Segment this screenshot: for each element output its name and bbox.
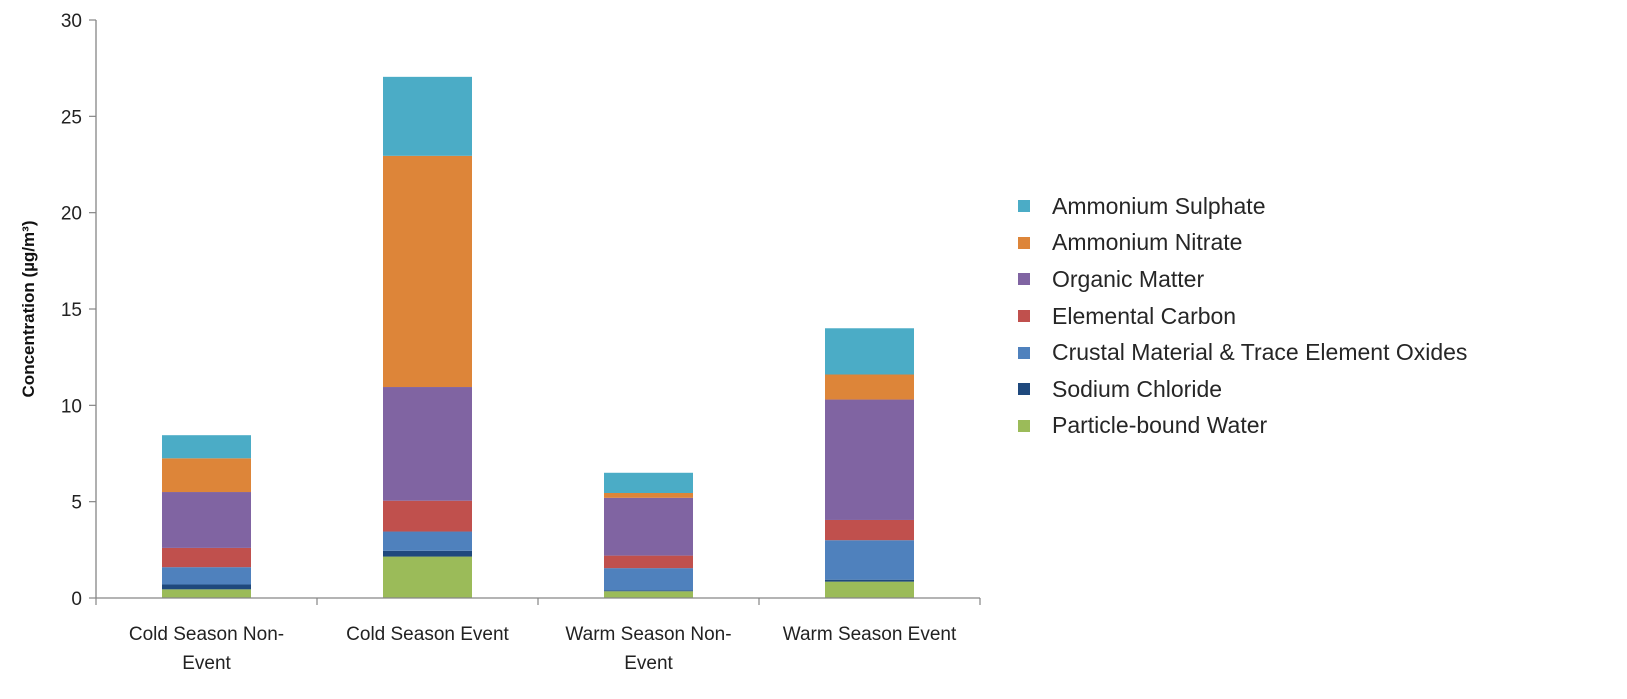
bar-segment-ammonium-nitrate: [162, 458, 251, 493]
bar-segment-particle-bound-water: [162, 589, 251, 598]
legend-item: Organic Matter: [1018, 261, 1467, 298]
x-category-label: Warm Season Non-Event: [565, 624, 731, 674]
bar-segment-ammonium-sulphate: [825, 328, 914, 375]
legend-item: Crustal Material & Trace Element Oxides: [1018, 334, 1467, 371]
axes: [95, 20, 981, 605]
bar-segment-ammonium-nitrate: [383, 155, 472, 388]
y-axis-title: Concentration (µg/m³): [19, 221, 38, 398]
legend-label: Ammonium Nitrate: [1052, 229, 1243, 256]
y-tick-label: 25: [61, 107, 82, 128]
y-tick-label: 5: [71, 493, 82, 514]
bar-segment-organic-matter: [383, 387, 472, 501]
y-tick-label: 30: [61, 11, 82, 32]
legend-label: Ammonium Sulphate: [1052, 192, 1266, 219]
legend-swatch: [1018, 236, 1030, 249]
legend-item: Ammonium Nitrate: [1018, 225, 1467, 262]
x-category-label: Cold Season Event: [346, 624, 509, 645]
legend-swatch: [1018, 310, 1030, 323]
bar-segment-particle-bound-water: [825, 581, 914, 598]
y-tick-label: 0: [71, 589, 82, 610]
x-category-label: Warm Season Event: [783, 624, 957, 645]
bar-segment-ammonium-sulphate: [604, 472, 693, 493]
legend-swatch: [1018, 200, 1030, 213]
bar-segment-ammonium-nitrate: [825, 374, 914, 400]
bar-segment-crustal-material-trace-element-oxides: [604, 568, 693, 591]
x-axis-labels: Cold Season Non-Event Cold Season Event Wa…: [129, 624, 957, 674]
legend-item: Particle-bound Water: [1018, 408, 1467, 445]
legend-item: Sodium Chloride: [1018, 371, 1467, 408]
bar-segment-elemental-carbon: [162, 547, 251, 568]
legend-swatch: [1018, 346, 1030, 359]
bar-segment-crustal-material-trace-element-oxides: [162, 567, 251, 585]
bars: [162, 76, 914, 598]
bar-segment-crustal-material-trace-element-oxides: [383, 531, 472, 551]
bar-segment-sodium-chloride: [825, 579, 914, 582]
bar-segment-particle-bound-water: [604, 591, 693, 598]
bar-segment-elemental-carbon: [604, 555, 693, 569]
bar-segment-sodium-chloride: [383, 550, 472, 557]
bar-segment-sodium-chloride: [604, 590, 693, 592]
legend-swatch: [1018, 383, 1030, 396]
bar-segment-elemental-carbon: [383, 500, 472, 532]
legend: Ammonium Sulphate Ammonium Nitrate Organic…: [1018, 188, 1467, 444]
legend-label: Organic Matter: [1052, 265, 1205, 292]
bar-segment-particle-bound-water: [383, 556, 472, 598]
bar-segment-elemental-carbon: [825, 519, 914, 541]
legend-label: Sodium Chloride: [1052, 375, 1223, 402]
y-tick-label: 20: [61, 204, 82, 225]
bar-segment-ammonium-sulphate: [162, 435, 251, 459]
x-category-label: Cold Season Non-Event: [129, 624, 284, 674]
legend-swatch: [1018, 419, 1030, 432]
y-axis-title-group: Concentration (µg/m³): [19, 221, 38, 398]
bar-segment-organic-matter: [162, 492, 251, 548]
bar-segment-crustal-material-trace-element-oxides: [825, 540, 914, 580]
y-axis-ticks: 0 5 10 15 20 25 30: [61, 11, 96, 610]
legend-item: Ammonium Sulphate: [1018, 188, 1467, 225]
bar-segment-organic-matter: [604, 497, 693, 556]
bar-segment-ammonium-nitrate: [604, 492, 693, 498]
legend-label: Elemental Carbon: [1052, 302, 1237, 329]
y-tick-label: 15: [61, 300, 82, 321]
y-tick-label: 10: [61, 396, 82, 417]
bar-segment-ammonium-sulphate: [383, 76, 472, 156]
bar-segment-sodium-chloride: [162, 584, 251, 590]
legend-label: Crustal Material & Trace Element Oxides: [1052, 339, 1468, 366]
legend-item: Elemental Carbon: [1018, 298, 1467, 335]
legend-label: Particle-bound Water: [1052, 412, 1268, 439]
legend-swatch: [1018, 273, 1030, 286]
bar-segment-organic-matter: [825, 399, 914, 520]
